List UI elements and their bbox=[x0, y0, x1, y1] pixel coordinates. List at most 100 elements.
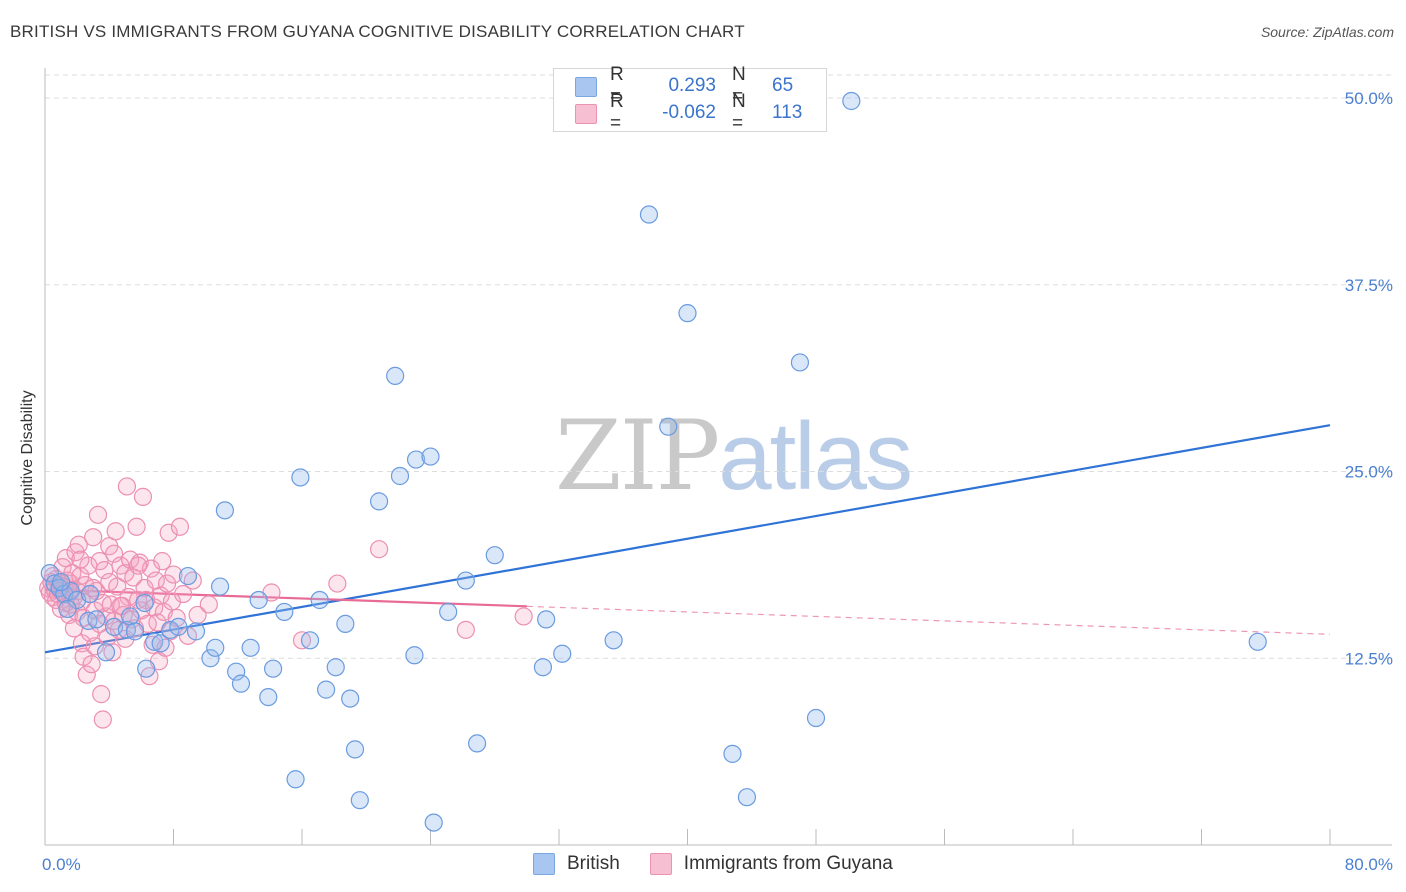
watermark: ZIPatlas bbox=[555, 400, 913, 512]
guyana-point bbox=[170, 517, 190, 536]
guyana-trend-line-dashed bbox=[526, 605, 1331, 635]
british-point bbox=[286, 770, 305, 789]
british-point bbox=[1248, 632, 1267, 651]
british-point bbox=[842, 91, 861, 111]
r-value: -0.062 bbox=[662, 102, 716, 123]
guyana-point bbox=[164, 565, 183, 584]
guyana-point bbox=[199, 595, 218, 614]
n-label: N = bbox=[732, 64, 746, 107]
r-label: R = bbox=[610, 91, 624, 134]
guyana-point bbox=[127, 517, 146, 536]
legend-swatch-british bbox=[533, 853, 555, 875]
british-point bbox=[537, 610, 556, 629]
trend-lines bbox=[44, 424, 1331, 654]
legend-item-guyana[interactable]: Immigrants from Guyana bbox=[649, 853, 893, 875]
british-point bbox=[370, 492, 389, 511]
guyana-point bbox=[159, 523, 178, 542]
guyana-point bbox=[108, 577, 127, 596]
watermark-atlas: atlas bbox=[718, 403, 913, 510]
british-point bbox=[424, 813, 443, 832]
british-point bbox=[291, 468, 310, 487]
british-point bbox=[206, 638, 225, 657]
guyana-point bbox=[92, 685, 111, 704]
british-point bbox=[178, 566, 198, 586]
y-tick-label: 50.0% bbox=[1345, 89, 1393, 108]
british-point bbox=[405, 646, 424, 665]
guyana-point bbox=[174, 584, 193, 604]
british-point bbox=[467, 734, 487, 753]
british-point bbox=[386, 366, 405, 385]
guyana-point bbox=[370, 540, 389, 559]
british-point bbox=[215, 501, 234, 520]
british-point bbox=[241, 638, 260, 657]
british-point bbox=[553, 644, 572, 663]
guyana-point bbox=[133, 487, 153, 506]
watermark-zip: ZIP bbox=[555, 400, 720, 512]
british-point bbox=[350, 791, 369, 810]
x-tick-label: 0.0% bbox=[42, 855, 81, 874]
british-point bbox=[87, 610, 106, 629]
british-point bbox=[456, 571, 475, 590]
british-point bbox=[316, 680, 336, 699]
guyana-point bbox=[117, 477, 137, 496]
legend-label-guyana: Immigrants from Guyana bbox=[683, 853, 893, 874]
british-point bbox=[300, 631, 320, 650]
guyana-point bbox=[514, 607, 533, 626]
chart-title: BRITISH VS IMMIGRANTS FROM GUYANA COGNIT… bbox=[10, 22, 745, 41]
guyana-point bbox=[129, 556, 148, 575]
stats-swatch-british bbox=[575, 77, 597, 97]
guyana-point bbox=[130, 553, 149, 572]
british-point bbox=[806, 708, 826, 728]
british-point bbox=[737, 788, 757, 807]
british-point bbox=[51, 572, 71, 592]
legend-item-british[interactable]: British bbox=[533, 853, 620, 875]
british-point bbox=[125, 622, 145, 641]
guyana-point bbox=[103, 643, 122, 662]
british-trend-line bbox=[44, 424, 1331, 654]
british-point bbox=[406, 450, 426, 469]
british-point bbox=[345, 740, 365, 759]
british-point bbox=[135, 593, 154, 613]
guyana-point bbox=[153, 552, 172, 571]
british-point bbox=[137, 659, 156, 678]
british-point bbox=[186, 622, 206, 641]
grid-lines bbox=[45, 74, 1392, 659]
source-label: Source: ZipAtlas.com bbox=[1260, 24, 1394, 40]
stats-swatch-guyana bbox=[575, 104, 597, 124]
british-point bbox=[439, 602, 458, 622]
r-label: R = bbox=[610, 64, 624, 107]
british-point bbox=[485, 546, 504, 565]
british-point bbox=[421, 447, 440, 466]
british-point bbox=[310, 590, 329, 610]
n-label: N = bbox=[732, 91, 746, 134]
guyana-point bbox=[77, 665, 96, 684]
british-point bbox=[227, 662, 246, 681]
axes bbox=[44, 68, 1392, 846]
guyana-point bbox=[85, 637, 104, 656]
guyana-point bbox=[90, 552, 109, 571]
british-point bbox=[326, 658, 345, 677]
legend: British Immigrants from Guyana bbox=[533, 852, 923, 876]
guyana-point bbox=[71, 550, 90, 569]
british-point bbox=[790, 353, 810, 372]
british-point bbox=[678, 304, 697, 323]
guyana-point bbox=[157, 574, 177, 593]
british-point bbox=[639, 205, 659, 224]
data-points bbox=[39, 91, 1267, 832]
guyana-point bbox=[106, 522, 125, 541]
y-tick-label: 25.0% bbox=[1345, 463, 1393, 482]
guyana-point bbox=[456, 620, 475, 639]
british-point bbox=[96, 643, 116, 662]
british-point bbox=[723, 744, 742, 763]
tick-labels: 12.5% 25.0% 37.5% 50.0% 0.0% 80.0% bbox=[42, 89, 1393, 874]
british-point bbox=[50, 578, 69, 598]
guyana-point bbox=[69, 535, 88, 554]
british-point bbox=[231, 674, 251, 693]
guyana-point bbox=[93, 710, 112, 729]
x-tick-label: 80.0% bbox=[1345, 855, 1393, 874]
british-point bbox=[390, 466, 410, 486]
british-point bbox=[249, 590, 268, 610]
british-point bbox=[659, 417, 678, 436]
guyana-point bbox=[84, 528, 103, 547]
guyana-point bbox=[328, 574, 347, 593]
